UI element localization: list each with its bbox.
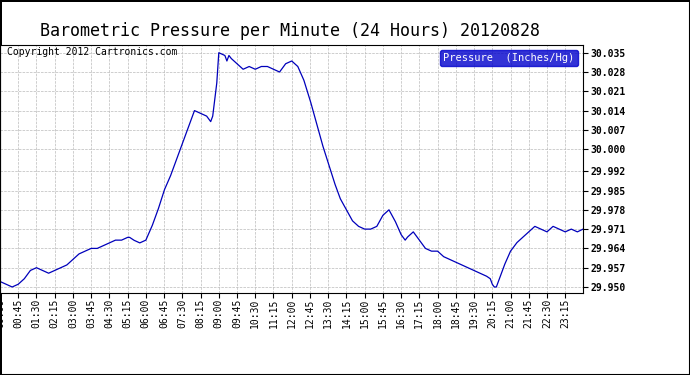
Text: Barometric Pressure per Minute (24 Hours) 20120828: Barometric Pressure per Minute (24 Hours… bbox=[40, 22, 540, 40]
Text: Copyright 2012 Cartronics.com: Copyright 2012 Cartronics.com bbox=[7, 47, 177, 57]
Legend: Pressure  (Inches/Hg): Pressure (Inches/Hg) bbox=[440, 50, 578, 66]
